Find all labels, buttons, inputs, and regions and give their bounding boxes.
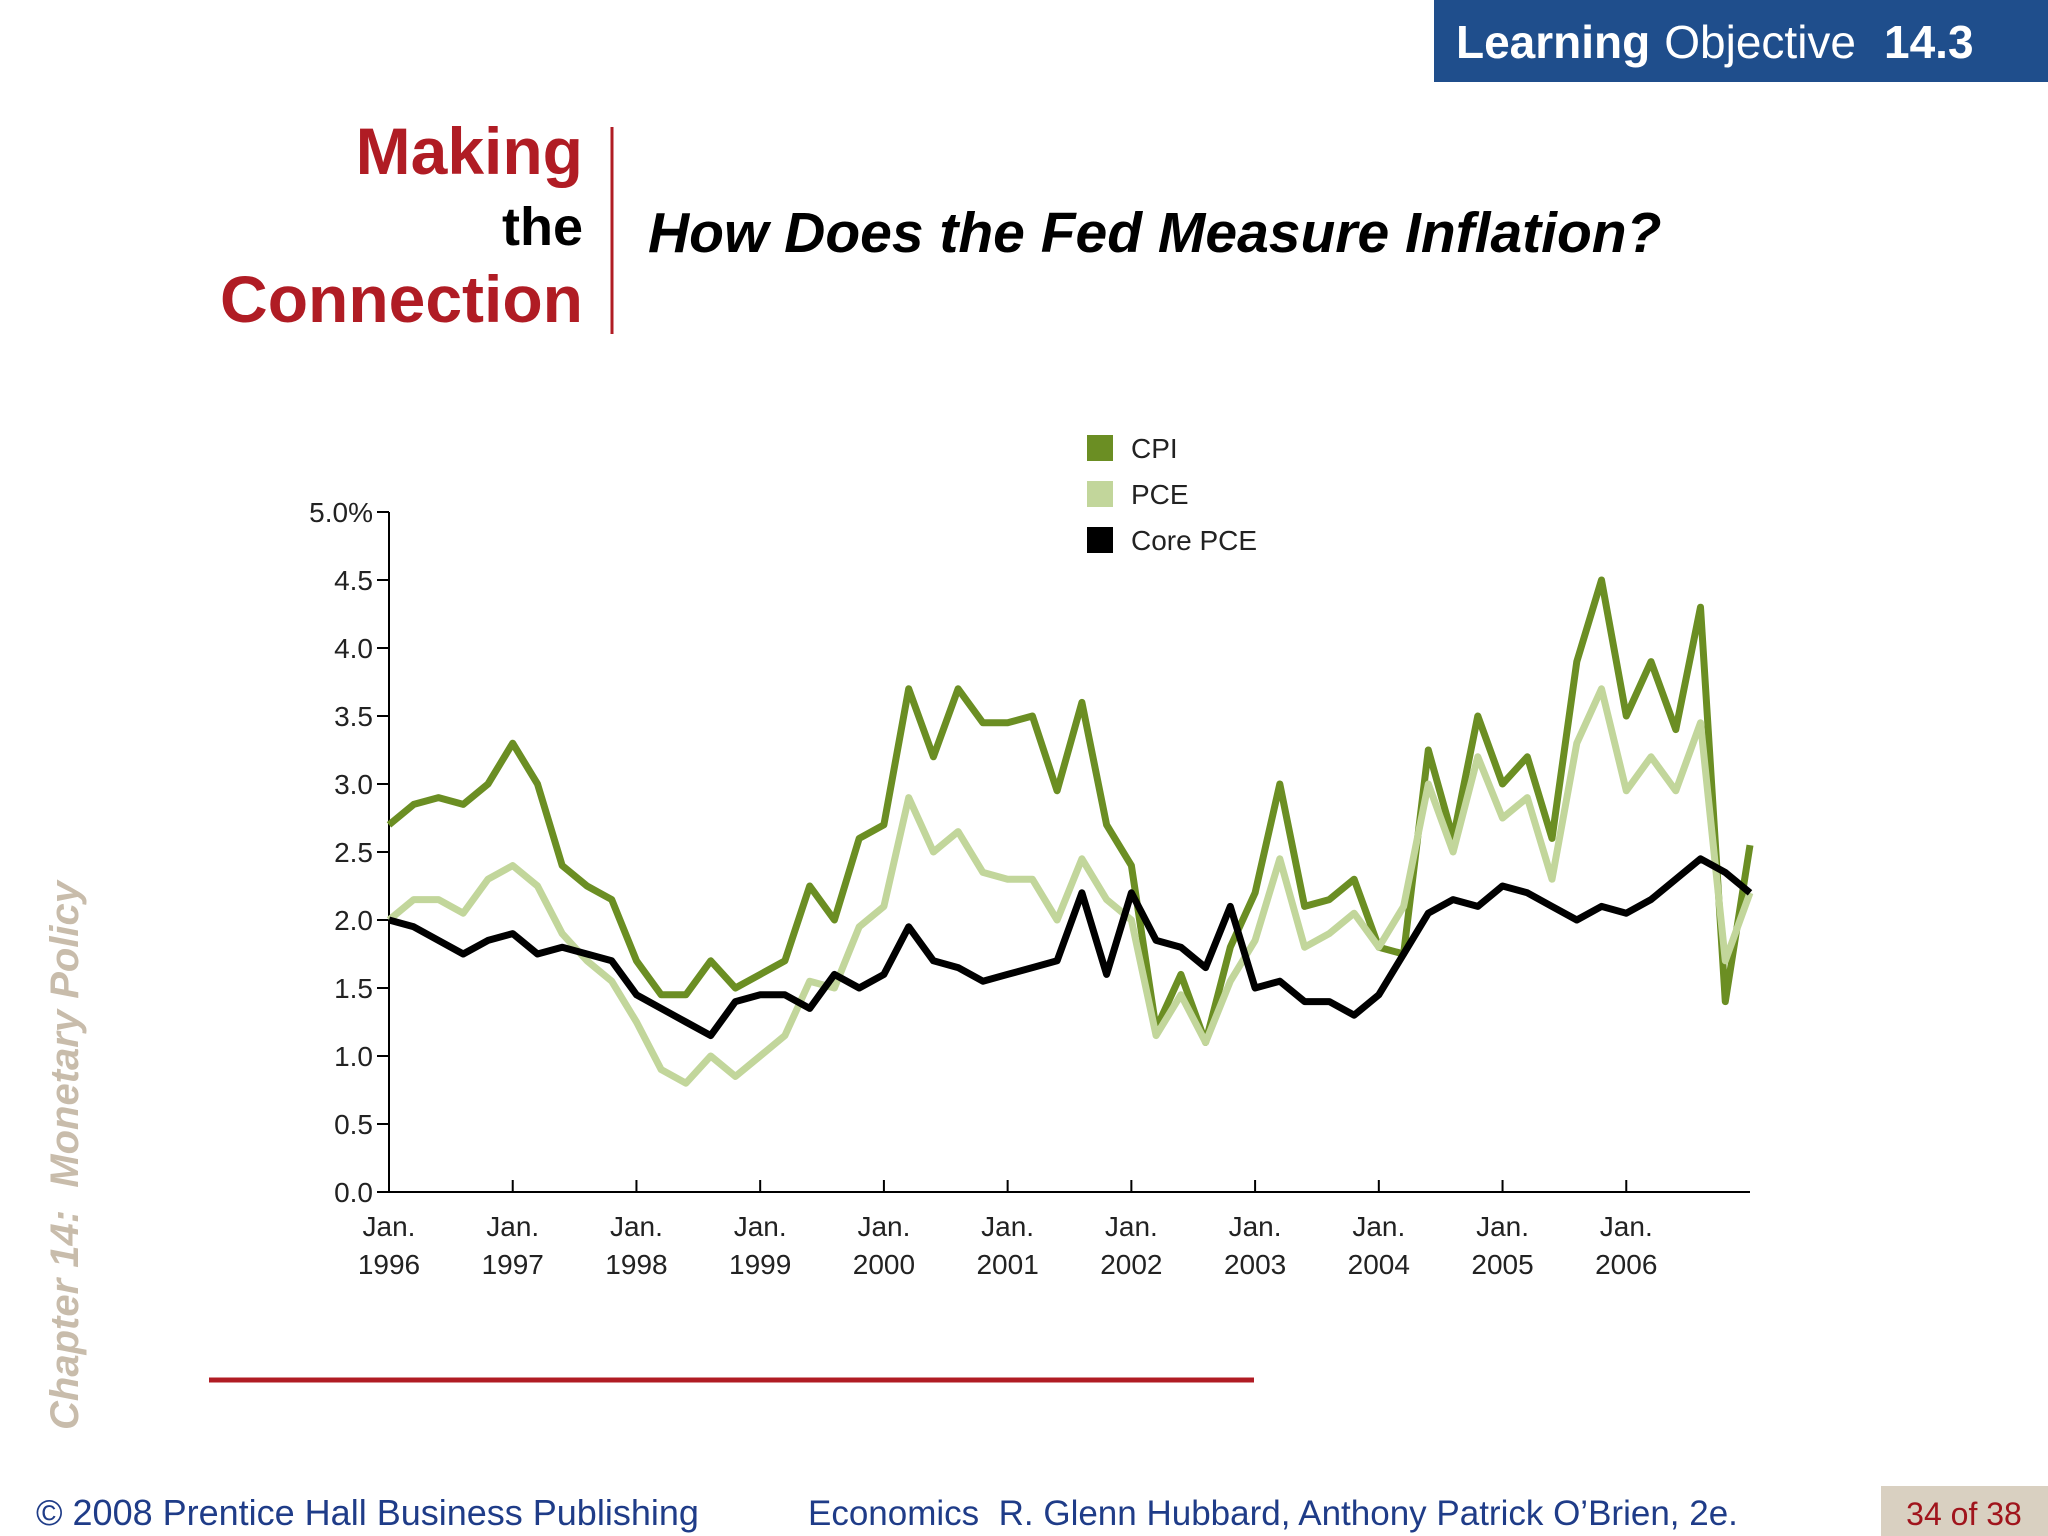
y-tick-label: 4.0 xyxy=(334,633,373,664)
x-tick-label-line: Jan. xyxy=(734,1211,787,1242)
x-tick-label-line: 2001 xyxy=(976,1249,1038,1280)
x-tick-label-line: Jan. xyxy=(1105,1211,1158,1242)
sidebar: Chapter 14: Monetary Policy xyxy=(43,879,87,1430)
headline: How Does the Fed Measure Inflation? xyxy=(648,201,1661,265)
connection: Connection xyxy=(220,262,583,336)
y-tick-label: 5.0% xyxy=(309,497,373,528)
y-tick-label: 3.0 xyxy=(334,769,373,800)
x-tick-label: Jan. 2003 xyxy=(1224,1211,1286,1280)
x-tick-label-line: Jan. xyxy=(1352,1211,1405,1242)
y-tick-label: 1.5 xyxy=(334,973,373,1004)
y-tick-label: 2.0 xyxy=(334,905,373,936)
x-tick-label-line: 1999 xyxy=(729,1249,791,1280)
x-tick-label-line: Jan. xyxy=(610,1211,663,1242)
x-tick-label-line: 2005 xyxy=(1471,1249,1533,1280)
badge: Learning Objective 14.3 xyxy=(1456,16,1974,68)
x-tick-label-line: 2004 xyxy=(1348,1249,1410,1280)
x-tick-label-line: Jan. xyxy=(486,1211,539,1242)
x-tick-label-line: Jan. xyxy=(1229,1211,1282,1242)
legend-swatch xyxy=(1087,435,1113,461)
x-tick-label-line: 2002 xyxy=(1100,1249,1162,1280)
x-tick-label: Jan. 1997 xyxy=(482,1211,544,1280)
legend-label: Core PCE xyxy=(1131,525,1257,556)
x-tick-label-line: 2000 xyxy=(853,1249,915,1280)
footer-publisher: © 2008 Prentice Hall Business Publishing xyxy=(36,1492,699,1533)
series-line xyxy=(386,576,1754,1046)
badge-number: 14.3 xyxy=(1884,16,1974,68)
x-tick-label-line: 2006 xyxy=(1595,1249,1657,1280)
x-tick-label-line: 1998 xyxy=(605,1249,667,1280)
x-tick-label-line: Jan. xyxy=(1600,1211,1653,1242)
x-tick-label-line: Jan. xyxy=(363,1211,416,1242)
x-tick-label: Jan. 1998 xyxy=(605,1211,667,1280)
y-tick-label: 3.5 xyxy=(334,701,373,732)
x-tick-label: Jan. 2000 xyxy=(853,1211,915,1280)
x-tick-label-line: Jan. xyxy=(857,1211,910,1242)
x-tick-label: Jan. 2005 xyxy=(1471,1211,1533,1280)
x-tick-label-line: Jan. xyxy=(1476,1211,1529,1242)
x-tick-label-line: 2003 xyxy=(1224,1249,1286,1280)
x-tick-label: Jan. 1996 xyxy=(358,1211,420,1280)
badge-bold: Learning xyxy=(1456,16,1650,68)
page-box xyxy=(1881,1486,2048,1536)
x-tick-label: Jan. 2006 xyxy=(1595,1211,1657,1280)
x-tick-label-line: 1996 xyxy=(358,1249,420,1280)
y-tick-label: 0.0 xyxy=(334,1177,373,1208)
x-tick-label-line: 1997 xyxy=(482,1249,544,1280)
making: Making xyxy=(356,114,583,188)
badge-box xyxy=(1434,0,2048,82)
x-tick-label: Jan. 1999 xyxy=(729,1211,791,1280)
y-tick-label: 1.0 xyxy=(334,1041,373,1072)
footer-book: Economics R. Glenn Hubbard, Anthony Patr… xyxy=(808,1494,1738,1533)
legend-swatch xyxy=(1087,481,1113,507)
x-tick-label: Jan. 2002 xyxy=(1100,1211,1162,1280)
x-tick-label: Jan. 2004 xyxy=(1348,1211,1410,1280)
y-tick-label: 2.5 xyxy=(334,837,373,868)
badge-regular: Objective xyxy=(1664,16,1856,68)
series-line xyxy=(388,855,1753,1040)
legend-label: PCE xyxy=(1131,479,1189,510)
x-tick-label: Jan. 2001 xyxy=(976,1211,1038,1280)
legend-swatch xyxy=(1087,527,1113,553)
y-tick-label: 0.5 xyxy=(334,1109,373,1140)
x-tick-label-line: Jan. xyxy=(981,1211,1034,1242)
legend-label: CPI xyxy=(1131,433,1178,464)
series-line xyxy=(386,685,1754,1087)
the: the xyxy=(502,197,583,257)
chart: 0.0 0.5 1.0 1.5 2.0 2.5 3.0 3.5 4.0 4.5 5.0% Jan. 19… xyxy=(309,433,1754,1280)
y-tick-label: 4.5 xyxy=(334,565,373,596)
page-number: 34 of 38 xyxy=(1906,1496,2022,1532)
